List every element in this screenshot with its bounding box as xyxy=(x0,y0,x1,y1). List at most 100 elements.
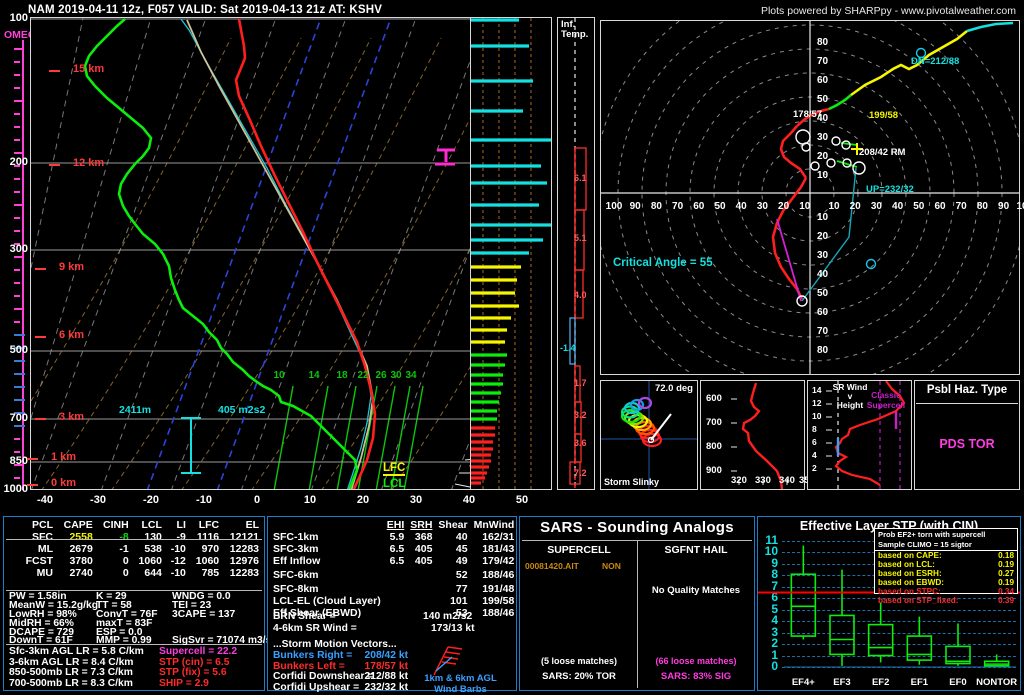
storm-slinky-panel: 72.0 deg Storm Slinky xyxy=(600,380,698,490)
hodograph-panel[interactable]: 100 90 80 70 60 50 40 30 20 10 10 20 30 40 50 60 70 80 90 1… xyxy=(593,0,1024,410)
theta-e-x-label: 350 xyxy=(799,475,815,486)
hodo-trace-6-9km xyxy=(850,29,968,97)
hodo-trace-0-3km xyxy=(779,125,808,179)
parcel-cell: -8 xyxy=(119,531,129,543)
skewt-diagram[interactable]: LFC LCL SFC 70F 72F 2411m 405 m2s2 10141… xyxy=(4,12,552,506)
theta-e-y-label: 800 xyxy=(706,441,722,452)
kinematics-cell xyxy=(384,595,408,607)
storm-motion-label: Bunkers Left = xyxy=(273,660,345,672)
hodo-y-tick: 60 xyxy=(817,307,829,318)
thermo-entry: WNDG = 0.0 xyxy=(172,591,231,602)
storm-motion-rm-label: 208/42 RM xyxy=(859,147,906,158)
parcel-row[interactable]: FCST 3780 0 1060 -12 1060 12976 xyxy=(6,555,262,567)
pressure-label: 700 xyxy=(9,412,28,424)
theta-e-x-label: 330 xyxy=(755,475,771,486)
parcel-cell: 2740 xyxy=(69,567,93,579)
omega-tick xyxy=(14,425,25,427)
hazard-title: Psbl Haz. Type xyxy=(926,384,1008,396)
stp-gridline xyxy=(782,609,1016,611)
hodo-trace-3-6km xyxy=(828,94,852,111)
stp-gridline xyxy=(782,621,1016,623)
sars-supercell-loose: (5 loose matches) xyxy=(540,656,618,666)
hodo-x-tick: 10 xyxy=(799,201,811,212)
kinematics-cell: Eff Shear (EBWD) xyxy=(273,607,362,619)
stp-y-label: 3 xyxy=(771,624,778,639)
omega-tick xyxy=(14,217,20,219)
parcel-row[interactable]: ML 2679 -1 538 -10 970 12283 xyxy=(6,543,262,555)
stp-x-label: EF0 xyxy=(949,677,967,688)
kinematics-col-header xyxy=(270,519,384,531)
omega-tick xyxy=(14,100,24,102)
mixing-ratio-label: 10 xyxy=(273,370,285,381)
parcel-row[interactable]: MU 2740 0 644 -10 785 12283 xyxy=(6,567,262,579)
parcel-row[interactable]: SFC 2558 -8 130 -9 1116 12121 xyxy=(6,531,262,543)
pressure-label: 500 xyxy=(9,344,28,356)
hodo-y-tick: 50 xyxy=(817,288,829,299)
wind-speed-profile xyxy=(470,17,552,490)
omega-tick xyxy=(14,360,25,362)
omega-tick xyxy=(14,295,20,297)
storm-motion-value: 208/42 kt xyxy=(364,650,408,661)
parcel-cell: 2679 xyxy=(69,543,93,555)
theta-e-y-label: 700 xyxy=(706,417,722,428)
hodo-x-tick: 80 xyxy=(976,201,988,212)
stp-y-label: 10 xyxy=(764,544,778,559)
sars-match-name[interactable]: 00081420.AIT xyxy=(525,561,579,571)
temp-advection-value: 6.1 xyxy=(574,173,587,183)
omega-tick xyxy=(14,204,24,206)
omega-tick xyxy=(14,139,20,141)
prob-row: based on STPC: 0.34 xyxy=(875,587,1017,596)
parcel-cell: -1 xyxy=(119,543,129,555)
height-label: 6 km xyxy=(59,329,85,341)
parcel-col-header: LFC xyxy=(198,519,220,531)
stp-box xyxy=(867,623,894,657)
sars-supercell-result: SARS: 20% TOR xyxy=(542,671,616,682)
hodo-y-tick: 50 xyxy=(817,94,829,105)
sars-hail-result: SARS: 83% SIG xyxy=(660,671,732,682)
prob-value: 0.27 xyxy=(998,569,1014,578)
stp-x-label: EF4+ xyxy=(791,677,815,688)
hodo-x-tick: 20 xyxy=(849,201,861,212)
sr-wind-vs-height-panel: 14 12 10 8 6 4 2 SR Wind v Height Classic Superce… xyxy=(807,380,912,490)
height-tick xyxy=(27,458,38,460)
stp-x-label: EF3 xyxy=(833,677,851,688)
sr-wind-y-label: 4 xyxy=(812,450,817,460)
temperature-label: 40 xyxy=(462,494,476,506)
height-label: 12 km xyxy=(73,157,105,169)
kinematics-cell: SFC-8km xyxy=(273,583,319,595)
storm-motion-title: ...Storm Motion Vectors... xyxy=(273,639,397,650)
height-label: 3 km xyxy=(59,411,85,423)
kinematics-cell: 45 xyxy=(455,543,468,555)
mixing-ratio-label: 30 xyxy=(390,370,402,381)
stp-y-label: 2 xyxy=(771,636,778,651)
stp-y-label: 4 xyxy=(771,613,778,628)
stp-x-label: EF2 xyxy=(871,677,890,688)
parcel-cell: 3780 xyxy=(69,555,93,567)
kinematics-cell: 101 xyxy=(450,595,468,607)
kinematics-cell xyxy=(384,567,408,583)
parcel-col-header: LI xyxy=(176,519,186,531)
stp-y-label: 9 xyxy=(771,555,778,570)
hodo-y-tick: 40 xyxy=(817,113,829,124)
omega-tick xyxy=(14,269,20,271)
omega-tick xyxy=(14,230,20,232)
thermo-entry: PW = 1.58in xyxy=(9,591,67,602)
kinematics-cell: SFC-6km xyxy=(273,569,319,581)
hazard-value: PDS TOR xyxy=(939,437,995,451)
height-label: 1 km xyxy=(51,451,77,463)
sars-hail-header: SGFNT HAIL xyxy=(664,544,728,556)
omega-tick xyxy=(14,243,20,245)
parcel-cell: 12283 xyxy=(229,567,259,579)
thermo-col2: K = 29 TT = 58 ConvT = 76F maxT = 83F ESP = … xyxy=(96,591,158,646)
omega-tick xyxy=(14,464,24,466)
temperature-label: 10 xyxy=(303,494,317,506)
parcel-cell: -10 xyxy=(170,543,186,555)
thermo-entry: ESP = 0.0 xyxy=(96,626,143,638)
thermo-entry: LowRH = 98% xyxy=(9,608,77,620)
sr-wind-annotation: Classic Supercell xyxy=(866,390,906,410)
kinematics-panel: EHISRHShearMnWindSRW SFC-1km5.936840162/… xyxy=(267,516,552,695)
